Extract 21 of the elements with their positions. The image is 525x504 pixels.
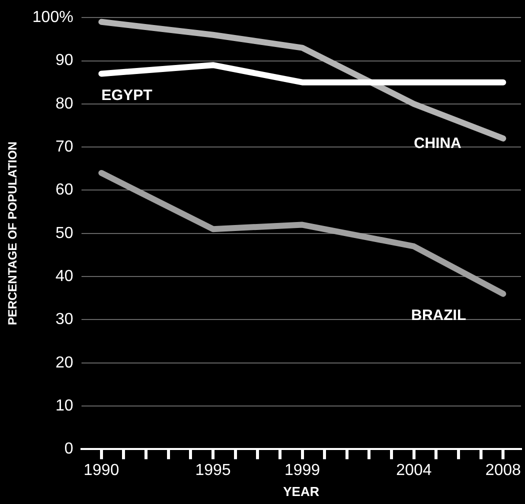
y-tick-label: 50	[56, 224, 74, 242]
x-tick-label: 2008	[485, 462, 522, 480]
y-tick-label: 20	[56, 354, 74, 372]
series-label: EGYPT	[101, 86, 152, 104]
y-tick-label: 0	[64, 440, 74, 458]
x-tick-label: 1995	[195, 462, 231, 480]
y-tick-label: 80	[56, 95, 74, 112]
y-tick-label: 70	[56, 138, 74, 156]
y-axis-title: PERCENTAGE OF POPULATION	[6, 142, 20, 326]
y-tick-label: 60	[56, 182, 74, 199]
y-tick-label: 100%	[32, 9, 74, 26]
x-tick-label: 2004	[396, 462, 432, 480]
series-label: CHINA	[414, 135, 462, 152]
y-tick-label: 40	[56, 268, 74, 285]
x-tick-label: 1999	[284, 462, 320, 480]
x-axis-title: YEAR	[283, 484, 320, 499]
x-tick-label: 1990	[84, 462, 120, 480]
y-tick-label: 90	[56, 52, 74, 70]
series-label: BRAZIL	[411, 306, 466, 324]
y-tick-label: 10	[56, 397, 74, 414]
y-tick-label: 30	[56, 311, 74, 328]
